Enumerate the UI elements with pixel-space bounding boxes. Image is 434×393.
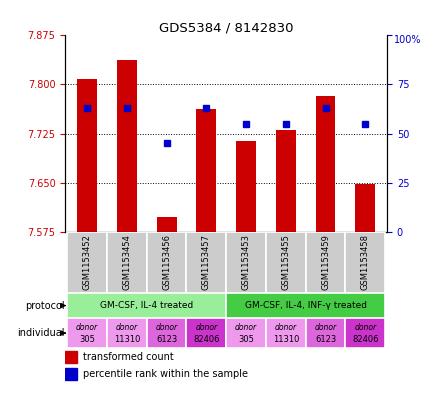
Bar xyxy=(67,318,107,348)
Bar xyxy=(107,318,146,348)
Bar xyxy=(146,318,186,348)
Text: donor: donor xyxy=(274,323,296,332)
Text: 305: 305 xyxy=(237,335,253,344)
Bar xyxy=(146,232,186,293)
Text: donor: donor xyxy=(195,323,217,332)
Bar xyxy=(65,351,76,363)
Bar xyxy=(236,141,256,232)
Bar xyxy=(107,232,146,293)
Text: 100%: 100% xyxy=(393,35,420,45)
Bar xyxy=(226,293,384,318)
Text: donor: donor xyxy=(314,323,336,332)
Bar xyxy=(275,130,295,232)
Bar xyxy=(156,217,176,232)
Bar xyxy=(305,318,345,348)
Bar xyxy=(265,232,305,293)
Bar xyxy=(117,60,136,232)
Text: GSM1153452: GSM1153452 xyxy=(82,234,92,290)
Text: GSM1153455: GSM1153455 xyxy=(281,234,289,290)
Bar xyxy=(226,232,265,293)
Text: 82406: 82406 xyxy=(193,335,219,344)
Text: donor: donor xyxy=(234,323,256,332)
Text: individual: individual xyxy=(17,328,65,338)
Text: GSM1153456: GSM1153456 xyxy=(162,234,171,290)
Text: 11310: 11310 xyxy=(113,335,140,344)
Bar xyxy=(65,368,76,380)
Bar xyxy=(345,232,384,293)
Bar xyxy=(315,96,335,232)
Bar xyxy=(196,109,216,232)
Bar xyxy=(265,318,305,348)
Text: donor: donor xyxy=(115,323,138,332)
Bar xyxy=(226,318,265,348)
Text: protocol: protocol xyxy=(25,301,65,310)
Bar xyxy=(345,318,384,348)
Bar xyxy=(77,79,97,232)
Text: donor: donor xyxy=(353,323,375,332)
Text: GM-CSF, IL-4, INF-γ treated: GM-CSF, IL-4, INF-γ treated xyxy=(244,301,366,310)
Bar xyxy=(67,293,226,318)
Text: percentile rank within the sample: percentile rank within the sample xyxy=(83,369,247,379)
Bar xyxy=(186,232,226,293)
Text: GSM1153453: GSM1153453 xyxy=(241,234,250,290)
Text: 6123: 6123 xyxy=(156,335,177,344)
Text: transformed count: transformed count xyxy=(83,352,173,362)
Bar xyxy=(305,232,345,293)
Text: GM-CSF, IL-4 treated: GM-CSF, IL-4 treated xyxy=(100,301,193,310)
Text: 305: 305 xyxy=(79,335,95,344)
Text: 11310: 11310 xyxy=(272,335,298,344)
Text: 6123: 6123 xyxy=(314,335,335,344)
Title: GDS5384 / 8142830: GDS5384 / 8142830 xyxy=(158,21,293,34)
Bar xyxy=(67,232,107,293)
Text: GSM1153458: GSM1153458 xyxy=(360,234,369,290)
Text: GSM1153454: GSM1153454 xyxy=(122,234,131,290)
Text: GSM1153459: GSM1153459 xyxy=(320,234,329,290)
Text: 82406: 82406 xyxy=(351,335,378,344)
Bar xyxy=(355,184,375,232)
Bar xyxy=(186,318,226,348)
Text: GSM1153457: GSM1153457 xyxy=(201,234,210,290)
Text: donor: donor xyxy=(155,323,177,332)
Text: donor: donor xyxy=(76,323,98,332)
